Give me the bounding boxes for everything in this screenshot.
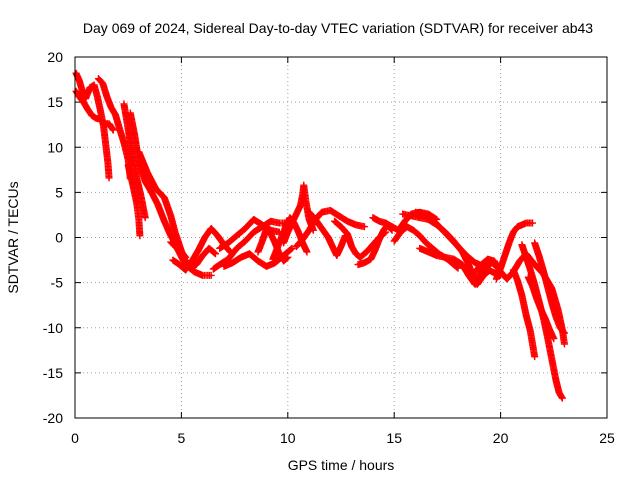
chart-title: Day 069 of 2024, Sidereal Day-to-day VTE…: [83, 20, 593, 36]
data-point-t14: [303, 248, 311, 256]
data-point-t2: [109, 126, 117, 134]
y-tick-label--10: -10: [43, 320, 63, 336]
data-point-t30: [550, 335, 558, 343]
y-tick-label--15: -15: [43, 365, 63, 381]
x-tick-label-5: 5: [178, 430, 186, 446]
data-point-t28: [558, 394, 566, 402]
x-axis-label: GPS time / hours: [288, 457, 395, 473]
data-point-t5: [136, 232, 144, 240]
x-tick-label-15: 15: [386, 430, 402, 446]
data-point-t27: [531, 353, 539, 361]
plot-frame: [74, 56, 608, 419]
data-point-t13: [283, 254, 291, 262]
y-tick-label-5: 5: [55, 184, 63, 200]
data-point-t13: [284, 253, 292, 261]
data-point-t7: [207, 271, 215, 279]
x-tick-label-0: 0: [71, 430, 79, 446]
data-point-t26: [529, 219, 537, 227]
y-tick-label-10: 10: [47, 139, 63, 155]
data-point-t21: [454, 264, 462, 272]
data-point-t12: [287, 245, 295, 253]
axis-ticks: 0 5 10 15 20 25 20 15 10 5 0 -5 -10 -15 -20: [43, 49, 615, 446]
grid-lines: [75, 57, 607, 418]
data-point-t9: [225, 246, 233, 254]
y-tick-label-15: 15: [47, 94, 63, 110]
data-point-t29: [560, 328, 568, 336]
data-point-t8: [211, 250, 219, 258]
data-point-t21: [453, 263, 461, 271]
data-point-t25: [560, 340, 568, 348]
y-tick-label-20: 20: [47, 49, 63, 65]
y-axis-label: SDTVAR / TECUs: [5, 181, 21, 293]
data-point-t1: [105, 174, 113, 182]
data-points: [72, 69, 568, 402]
data-point-t16: [360, 223, 368, 231]
x-tick-label-25: 25: [599, 430, 615, 446]
data-point-t12: [288, 244, 296, 252]
x-tick-label-20: 20: [493, 430, 509, 446]
x-tick-label-10: 10: [280, 430, 296, 446]
y-tick-label--20: -20: [43, 410, 63, 426]
data-point-t29: [560, 329, 568, 337]
data-point-t8: [211, 249, 219, 257]
y-tick-label--5: -5: [51, 275, 64, 291]
y-tick-label-0: 0: [55, 230, 63, 246]
data-point-t4: [141, 214, 149, 222]
